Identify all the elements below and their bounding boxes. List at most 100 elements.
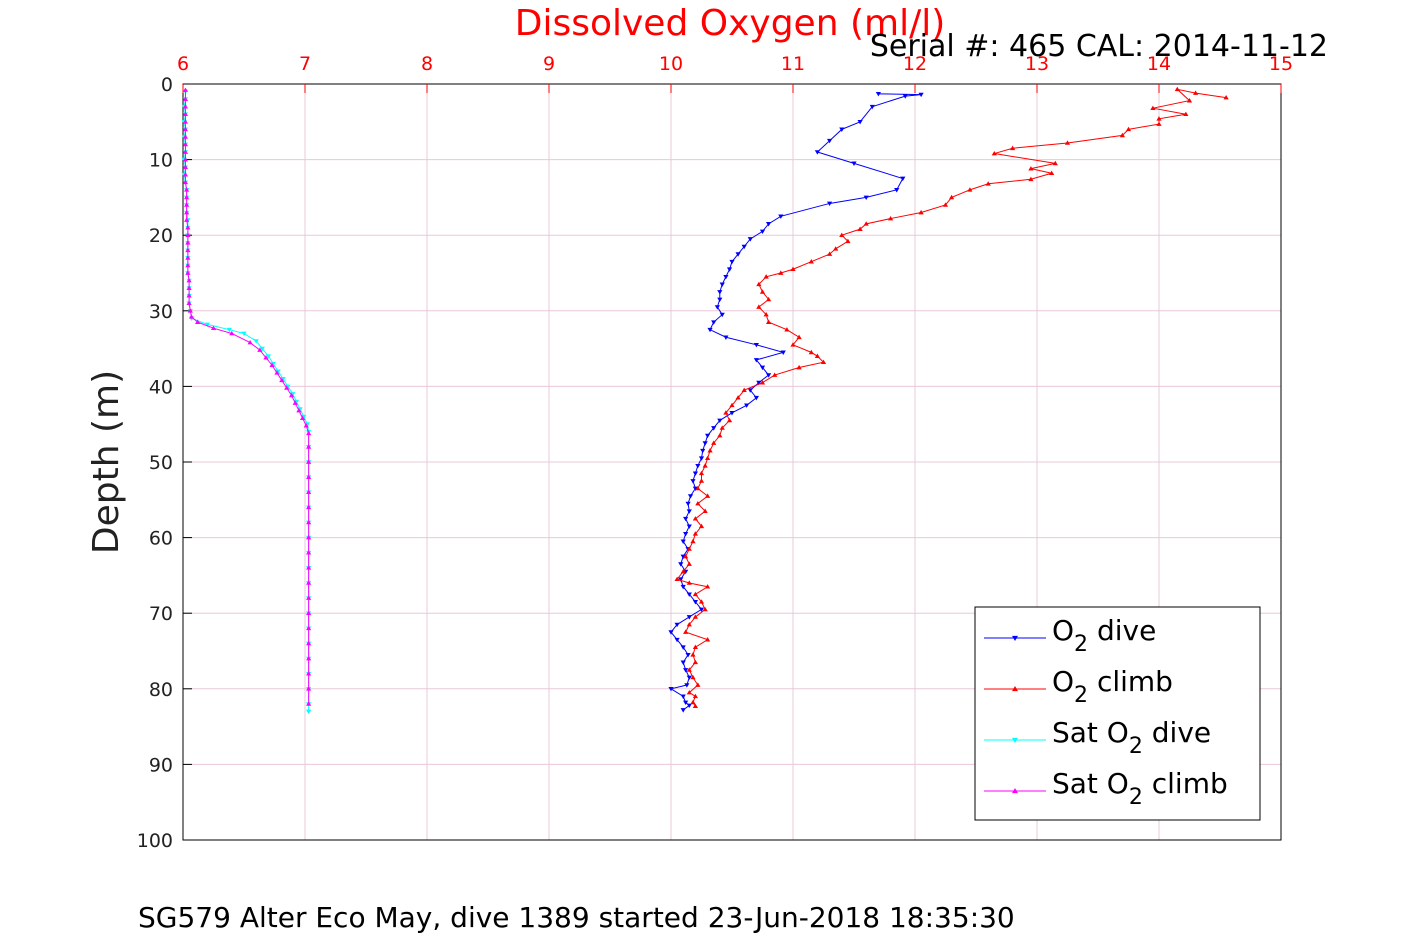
data-point (182, 126, 189, 132)
data-point (686, 703, 692, 709)
data-point (863, 221, 869, 226)
x-tick-label: 7 (299, 53, 311, 75)
data-point (182, 157, 189, 162)
data-point (814, 353, 820, 358)
data-point (857, 119, 863, 125)
data-point (711, 426, 717, 431)
data-point (680, 539, 686, 544)
data-point (204, 322, 210, 328)
data-point (702, 441, 708, 446)
legend-marker (1012, 686, 1018, 692)
data-point (686, 561, 692, 566)
data-point (680, 569, 686, 574)
data-point (692, 531, 698, 536)
data-point (306, 550, 312, 555)
data-point (717, 418, 723, 424)
data-point (187, 308, 193, 313)
data-point (182, 111, 189, 117)
data-point (306, 625, 312, 631)
data-point (692, 486, 698, 492)
data-point (729, 259, 735, 265)
data-point (678, 562, 684, 567)
data-point (184, 217, 190, 222)
data-point (698, 456, 705, 461)
series-layer (181, 86, 1229, 715)
legend-entry: O2 climb (984, 665, 1173, 708)
data-point (1052, 160, 1058, 166)
chart-title: Dissolved Oxygen (ml/l) (515, 3, 946, 44)
data-point (827, 201, 833, 207)
legend: O2 dive O2 climb Sat O2 dive Sat O2 climb (974, 606, 1261, 821)
legend-entry: Sat O2 climb (984, 767, 1228, 810)
data-point (680, 554, 686, 560)
data-point (186, 277, 192, 283)
data-point (306, 701, 312, 706)
data-point (700, 448, 706, 454)
legend-items: O2 dive O2 climb Sat O2 dive Sat O2 climb (984, 614, 1228, 810)
data-point (226, 327, 232, 333)
data-point (705, 433, 711, 439)
data-point (306, 504, 312, 510)
data-point (942, 202, 949, 207)
data-point (741, 244, 747, 250)
data-point (766, 222, 772, 227)
data-point (182, 104, 189, 109)
data-point (686, 580, 692, 585)
data-point (717, 297, 723, 303)
legend-label: O2 dive (1052, 614, 1156, 657)
data-point (827, 138, 833, 144)
data-point (763, 311, 769, 317)
legend-entry: Sat O2 dive (984, 716, 1211, 759)
y-tick-label: 20 (149, 225, 173, 247)
legend-marker (1012, 737, 1018, 743)
data-point (683, 629, 689, 634)
ticks-layer: 6 7 8 9 10 11 12 13 14 15 0 10 20 30 40 50 60 70 80 90 100 (137, 53, 1293, 852)
legend-label: Sat O2 climb (1052, 767, 1228, 810)
data-point (687, 494, 694, 499)
data-point (683, 532, 689, 537)
legend-marker (1012, 635, 1018, 641)
legend-label: O2 climb (1052, 665, 1173, 708)
data-point (967, 187, 973, 192)
data-point (820, 359, 827, 365)
data-point (705, 493, 711, 498)
data-point (1028, 176, 1034, 182)
y-tick-label: 40 (149, 376, 173, 398)
data-point (184, 209, 190, 215)
data-point (759, 229, 766, 235)
x-axis-caption: SG579 Alter Eco May, dive 1389 started 2… (138, 901, 1015, 934)
legend-box (974, 606, 1261, 821)
data-point (182, 172, 189, 177)
data-point (735, 395, 741, 400)
data-point (1049, 170, 1055, 176)
series-line (183, 91, 310, 712)
data-point (296, 407, 302, 413)
data-point (719, 282, 725, 287)
data-point (1186, 98, 1193, 103)
y-tick-label: 50 (149, 452, 173, 474)
data-point (857, 226, 863, 231)
data-point (674, 576, 680, 581)
y-tick-label: 100 (137, 830, 173, 852)
y-tick-label: 10 (149, 150, 173, 172)
data-point (185, 262, 191, 268)
x-tick-label: 15 (1269, 53, 1293, 75)
legend-marker (1012, 788, 1018, 794)
data-point (747, 388, 753, 393)
data-point (778, 214, 784, 219)
data-point (182, 87, 189, 92)
data-point (185, 270, 191, 275)
data-point (717, 290, 723, 295)
data-point (695, 463, 701, 469)
data-point (1028, 166, 1034, 171)
data-point (690, 699, 696, 705)
data-point (686, 689, 692, 695)
data-point (808, 259, 814, 264)
data-point (833, 246, 839, 251)
data-point (306, 489, 312, 495)
legend-entry: O2 dive (984, 614, 1156, 657)
data-point (851, 161, 857, 166)
data-point (306, 535, 312, 540)
data-point (685, 652, 691, 658)
data-point (692, 516, 698, 521)
